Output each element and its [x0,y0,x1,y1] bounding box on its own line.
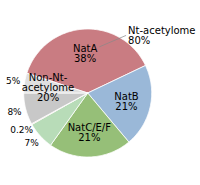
svg-text:NatC/E/F21%: NatC/E/F21% [68,122,112,143]
svg-text:5%: 5% [6,76,21,86]
svg-text:7%: 7% [24,138,39,148]
svg-text:0.2%: 0.2% [10,125,33,135]
svg-text:NatB21%: NatB21% [114,91,139,112]
svg-text:NatA38%: NatA38% [73,43,98,64]
svg-text:Non-Nt-acetylome20%: Non-Nt-acetylome20% [22,72,74,103]
svg-text:8%: 8% [7,107,22,117]
svg-text:Nt-acetylome80%: Nt-acetylome80% [128,25,195,46]
